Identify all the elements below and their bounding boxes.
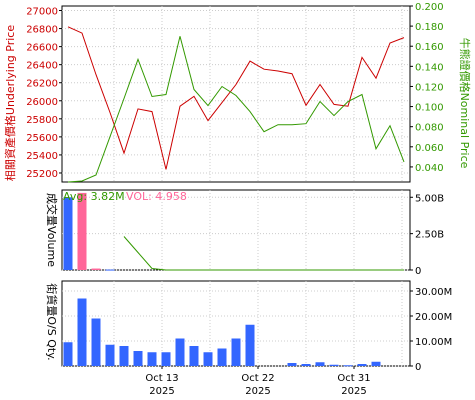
volume-ylabel: 成交量Volume	[45, 193, 59, 267]
volume-tick-label: 5.00B	[415, 193, 444, 204]
os-bar	[357, 364, 367, 366]
x-tick-label-year: 2025	[245, 386, 270, 397]
os-panel: 0 10.00M 20.00M 30.00M Oct 13 2025 Oct 22 2025 O…	[61, 280, 452, 397]
price-right-tick-label: 0.200	[415, 2, 444, 13]
price-right-tick-label: 0.140	[415, 62, 444, 73]
price-panel: 25200 25400 25600 25800 26000 26200 26400 26600…	[26, 2, 444, 183]
os-bar	[315, 362, 325, 366]
os-bar	[329, 364, 339, 366]
price-right-tick-label: 0.080	[415, 123, 444, 134]
price-left-tick-label: 27000	[26, 7, 58, 18]
os-bar	[175, 338, 185, 366]
price-left-tick-label: 26600	[26, 43, 58, 54]
volume-tick-label: 0	[415, 266, 421, 277]
price-right-tick-label: 0.100	[415, 103, 444, 114]
x-tick-label-date: Oct 22	[241, 373, 274, 384]
price-ylabel-left: 相關資產價格Underlying Price	[3, 25, 17, 181]
price-right-tick-label: 0.120	[415, 82, 444, 93]
volume-bar	[105, 269, 115, 271]
os-bar	[77, 298, 87, 366]
volume-bar	[91, 268, 101, 270]
price-left-tick-label: 25400	[26, 151, 58, 162]
os-tick-label: 0	[415, 362, 421, 373]
x-tick-label-date: Oct 13	[145, 373, 178, 384]
price-left-tick-label: 25800	[26, 115, 58, 126]
price-left-tick-label: 26800	[26, 25, 58, 36]
price-left-tick-label: 25600	[26, 133, 58, 144]
os-tick-label: 10.00M	[415, 337, 452, 348]
price-left-tick-label: 25200	[26, 169, 58, 180]
price-right-tick-label: 0.160	[415, 42, 444, 53]
price-right-tick-label: 0.040	[415, 163, 444, 174]
nominal-price-line	[67, 36, 405, 183]
os-bar	[189, 346, 199, 366]
os-ylabel: 街貨量O/S Qty.	[45, 283, 59, 360]
price-left-tick-label: 26200	[26, 79, 58, 90]
os-bar	[203, 352, 213, 366]
os-bar	[231, 338, 241, 366]
os-bar	[119, 346, 129, 366]
volume-frame	[61, 189, 411, 271]
volume-legend-vol: VOL: 4.958	[126, 190, 187, 203]
volume-bar	[63, 197, 73, 270]
os-bar	[343, 365, 353, 367]
price-left-tick-label: 26000	[26, 97, 58, 108]
os-bar	[245, 324, 255, 366]
x-tick-label-date: Oct 31	[337, 373, 370, 384]
volume-tick-label: 2.50B	[415, 230, 444, 241]
price-left-tick-label: 26400	[26, 61, 58, 72]
underlying-price-line	[67, 26, 405, 170]
volume-panel: 0 2.50B 5.00B	[61, 189, 444, 277]
os-bar	[301, 364, 311, 366]
os-bar	[133, 351, 143, 366]
os-bar	[63, 342, 73, 366]
os-bar	[371, 361, 381, 366]
volume-average-line	[123, 236, 404, 271]
os-tick-label: 20.00M	[415, 312, 452, 323]
price-ylabel-right: 牛熊證價格Nominal Price	[458, 38, 472, 169]
x-tick-label-year: 2025	[149, 386, 174, 397]
volume-bar	[77, 192, 87, 270]
x-tick-label-year: 2025	[341, 386, 366, 397]
os-bar	[147, 352, 157, 366]
volume-legend-avg: Avg: 3.82M	[63, 190, 125, 203]
os-bar	[161, 352, 171, 366]
os-tick-label: 30.00M	[415, 287, 452, 298]
price-right-tick-label: 0.180	[415, 22, 444, 33]
os-bar	[91, 318, 101, 366]
os-bar	[105, 344, 115, 366]
os-bar	[287, 363, 297, 366]
os-bar	[217, 348, 227, 366]
price-right-tick-label: 0.060	[415, 143, 444, 154]
